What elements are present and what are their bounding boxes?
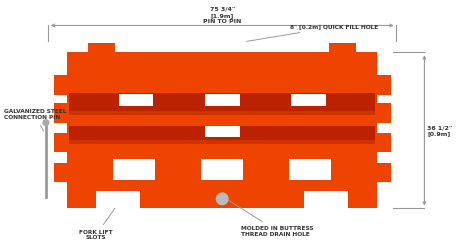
Bar: [69, 93, 375, 112]
Bar: [289, 159, 332, 180]
Bar: [113, 159, 155, 180]
Bar: [96, 191, 140, 208]
Bar: [67, 52, 377, 208]
Bar: [119, 94, 153, 106]
Text: 8" [0.2m] QUICK FILL HOLE: 8" [0.2m] QUICK FILL HOLE: [247, 24, 379, 41]
Circle shape: [43, 120, 49, 126]
Bar: [377, 75, 391, 95]
Bar: [69, 111, 375, 115]
Bar: [377, 163, 391, 182]
Bar: [329, 43, 356, 52]
Bar: [201, 159, 243, 180]
Bar: [205, 126, 239, 138]
Text: 36 1/2"
[0.9m]: 36 1/2" [0.9m]: [428, 125, 453, 136]
Bar: [54, 163, 67, 182]
Text: FORK LIFT
SLOTS: FORK LIFT SLOTS: [79, 206, 116, 241]
Bar: [69, 140, 375, 144]
Circle shape: [217, 193, 228, 205]
Text: MOLDED IN BUTTRESS
THREAD DRAIN HOLE: MOLDED IN BUTTRESS THREAD DRAIN HOLE: [228, 200, 314, 237]
Bar: [377, 133, 391, 152]
Bar: [377, 103, 391, 123]
Bar: [54, 133, 67, 152]
Bar: [54, 103, 67, 123]
Bar: [205, 94, 239, 106]
Bar: [291, 94, 326, 106]
Text: GALVANIZED STEEL
CONNECTION PIN: GALVANIZED STEEL CONNECTION PIN: [3, 109, 66, 131]
Text: 75 3/4"
[1.9m]
PIN TO PIN: 75 3/4" [1.9m] PIN TO PIN: [203, 7, 241, 24]
Bar: [54, 75, 67, 95]
Bar: [88, 43, 115, 52]
Bar: [69, 126, 375, 141]
Bar: [304, 191, 348, 208]
